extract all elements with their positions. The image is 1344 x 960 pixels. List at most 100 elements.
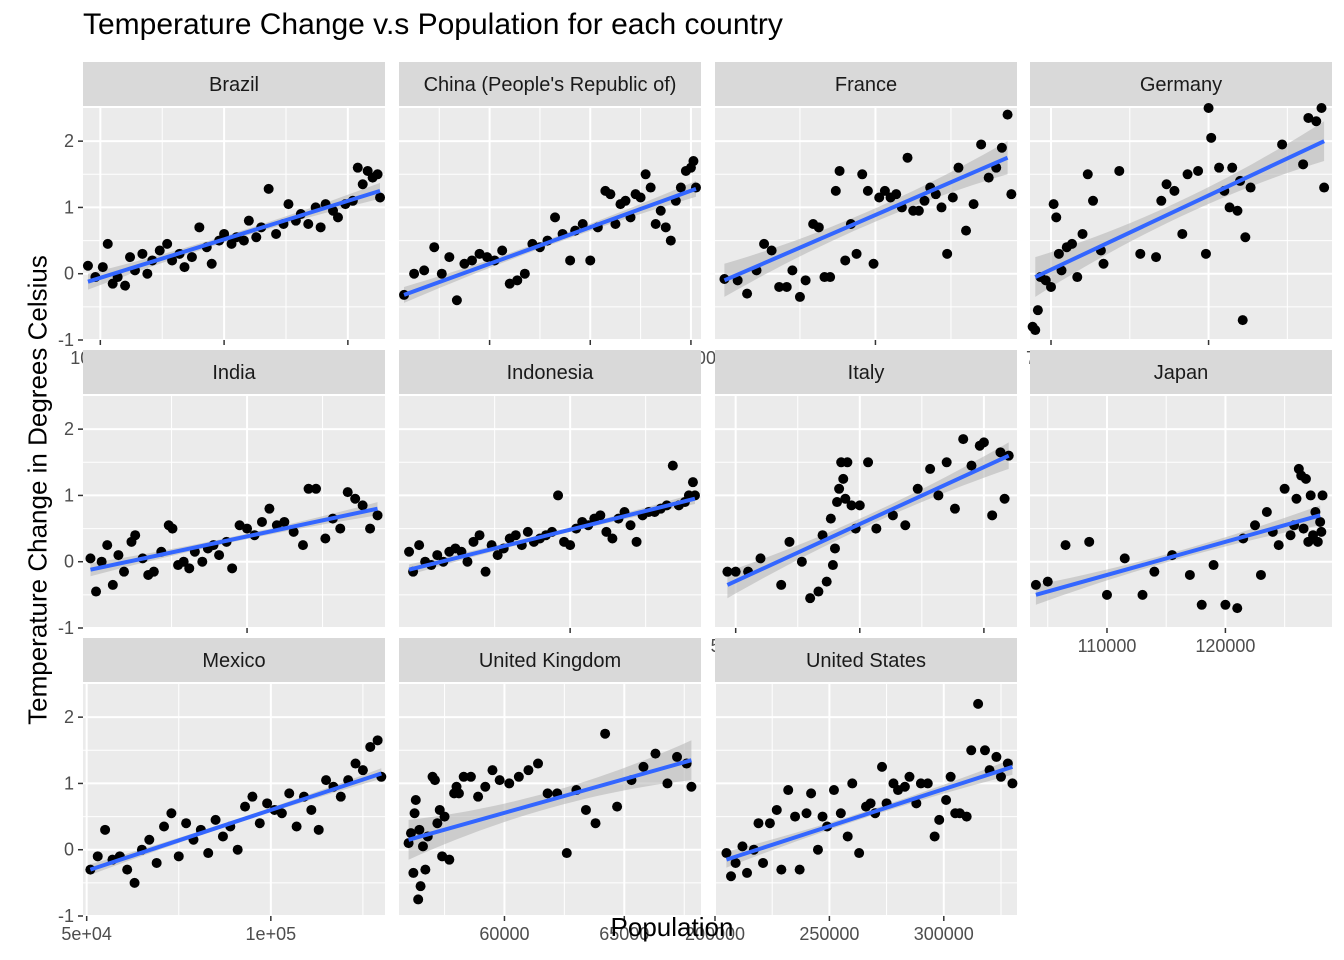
data-point	[662, 778, 673, 789]
data-point	[492, 550, 503, 561]
data-point	[900, 520, 911, 531]
data-point	[600, 728, 611, 739]
data-point	[372, 735, 383, 746]
data-point	[565, 540, 576, 551]
data-point	[688, 156, 699, 167]
data-point	[494, 775, 505, 786]
data-point	[240, 801, 251, 812]
data-point	[973, 698, 984, 709]
data-point	[97, 262, 108, 273]
data-point	[650, 748, 661, 759]
data-point	[254, 818, 265, 829]
data-point	[100, 824, 111, 835]
data-point	[186, 252, 197, 263]
y-tick-label: 2	[64, 419, 74, 439]
data-point	[311, 483, 322, 494]
panel-background	[715, 684, 1017, 916]
data-point	[512, 275, 523, 286]
data-point	[1030, 325, 1041, 336]
data-point	[468, 536, 479, 547]
data-point	[92, 851, 103, 862]
data-point	[91, 586, 102, 597]
data-point	[1177, 228, 1188, 239]
data-point	[1032, 305, 1043, 316]
facet-strip-label: China (People's Republic of)	[424, 74, 677, 96]
data-point	[585, 255, 596, 266]
facet-strip-label: United Kingdom	[479, 650, 621, 672]
facet-strip-brazil	[83, 62, 385, 106]
data-point	[834, 165, 845, 176]
facet-strip-label: Italy	[848, 362, 885, 384]
data-point	[722, 566, 733, 577]
data-point	[1169, 185, 1180, 196]
data-point	[1291, 493, 1302, 504]
data-point	[197, 556, 208, 567]
data-point	[151, 857, 162, 868]
facet-strip-label: Germany	[1140, 74, 1222, 96]
data-point	[915, 778, 926, 789]
data-point	[1255, 569, 1266, 580]
data-point	[825, 272, 836, 283]
data-point	[1240, 232, 1251, 243]
facet-strip-india	[83, 350, 385, 394]
data-point	[976, 139, 987, 150]
data-point	[759, 238, 770, 249]
data-point	[122, 864, 133, 875]
data-point	[612, 801, 623, 812]
data-point	[821, 576, 832, 587]
data-point	[983, 172, 994, 183]
data-point	[835, 808, 846, 819]
data-point	[154, 245, 165, 256]
facet-indonesia: Indonesia2e+05	[399, 350, 701, 656]
facet-france: France60000	[715, 62, 1017, 368]
data-point	[1315, 516, 1326, 527]
data-point	[605, 189, 616, 200]
data-point	[279, 516, 290, 527]
data-point	[276, 808, 287, 819]
data-point	[868, 258, 879, 269]
regression-line	[1034, 139, 1325, 279]
data-point	[474, 248, 485, 259]
y-tick-label: -1	[58, 618, 74, 638]
data-point	[828, 785, 839, 796]
data-point	[635, 192, 646, 203]
data-point	[877, 761, 888, 772]
data-point	[1203, 103, 1214, 113]
data-point	[82, 260, 93, 271]
data-point	[85, 553, 96, 564]
data-point	[830, 185, 841, 196]
data-point	[949, 503, 960, 514]
data-point	[522, 526, 533, 537]
data-point	[640, 169, 651, 180]
data-point	[865, 798, 876, 809]
data-point	[813, 586, 824, 597]
data-point	[871, 523, 882, 534]
data-point	[742, 288, 753, 299]
data-point	[854, 848, 865, 859]
data-point	[217, 831, 228, 842]
data-point	[482, 252, 493, 263]
data-point	[179, 262, 190, 273]
data-point	[320, 533, 331, 544]
data-point	[451, 295, 462, 306]
data-point	[966, 745, 977, 756]
data-point	[227, 563, 238, 574]
data-point	[913, 205, 924, 216]
data-point	[350, 493, 361, 504]
facet-mexico: Mexico -1 0 1 2 5e+04 1e+05	[58, 638, 387, 944]
data-point	[660, 222, 671, 233]
data-point	[1151, 252, 1162, 263]
data-point	[1067, 238, 1078, 249]
data-point	[590, 818, 601, 829]
data-point	[414, 540, 425, 551]
data-point	[414, 824, 425, 835]
data-point	[458, 771, 469, 782]
data-point	[929, 831, 940, 842]
data-point	[419, 265, 430, 276]
data-point	[148, 566, 159, 577]
data-point	[655, 205, 666, 216]
data-point	[415, 881, 426, 892]
data-point	[497, 245, 508, 256]
facet-strip-china-people-s-republic-of	[399, 62, 701, 106]
data-point	[1053, 248, 1064, 259]
